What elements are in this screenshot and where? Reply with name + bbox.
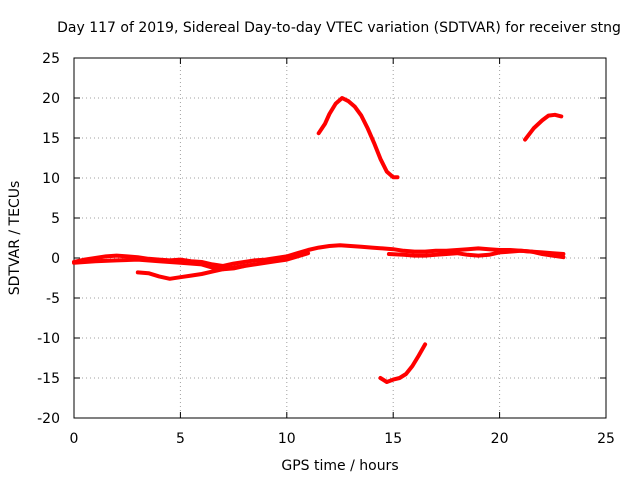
- x-tick-label: 10: [278, 431, 296, 447]
- axis-ticks: 0 5 10 15 20 25 -20 -15 -10 -5 0 5 10 15 20 25: [37, 51, 615, 447]
- x-tick-label: 5: [176, 431, 185, 447]
- series-arc-high-right: [523, 112, 564, 142]
- y-tick-label: 10: [42, 171, 60, 187]
- y-tick-label: -20: [37, 411, 60, 427]
- x-tick-label: 0: [70, 431, 79, 447]
- y-tick-label: 5: [51, 211, 60, 227]
- chart-title: Day 117 of 2019, Sidereal Day-to-day VTE…: [57, 20, 621, 36]
- y-tick-label: -5: [46, 291, 60, 307]
- y-tick-label: 20: [42, 91, 60, 107]
- data-series: [72, 96, 566, 384]
- series-arc-low: [378, 342, 428, 384]
- y-tick-label: 25: [42, 51, 60, 67]
- x-tick-label: 15: [384, 431, 402, 447]
- series-arc-peak: [316, 96, 400, 180]
- y-axis-label: SDTVAR / TECUs: [7, 181, 23, 296]
- x-tick-label: 20: [491, 431, 509, 447]
- y-tick-label: 15: [42, 131, 60, 147]
- x-tick-label: 25: [597, 431, 615, 447]
- y-tick-label: -15: [37, 371, 60, 387]
- y-tick-label: -10: [37, 331, 60, 347]
- y-tick-label: 0: [51, 251, 60, 267]
- series-arc-dip: [135, 264, 247, 281]
- plot-frame: [73, 57, 607, 419]
- series-arc-right: [386, 248, 566, 260]
- x-axis-label: GPS time / hours: [281, 458, 398, 474]
